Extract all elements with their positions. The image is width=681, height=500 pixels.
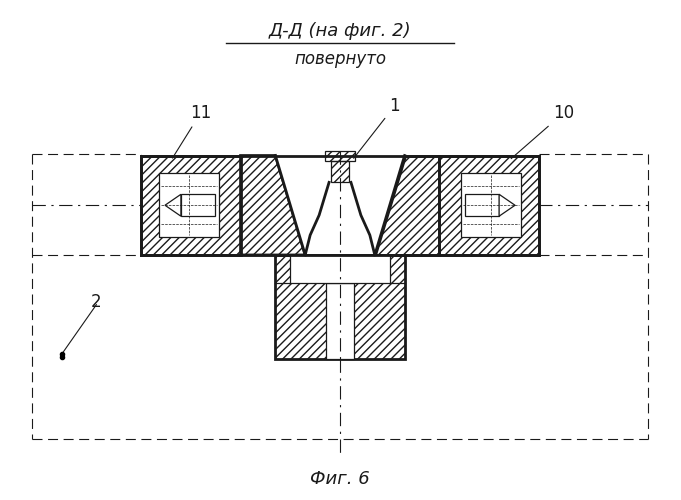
Bar [181, 194, 215, 216]
Bar [461, 174, 521, 237]
Polygon shape [165, 194, 181, 216]
Bar [465, 194, 499, 216]
Polygon shape [499, 194, 515, 216]
Bar [439, 156, 539, 255]
Bar [141, 156, 240, 255]
Bar [331, 160, 349, 182]
Bar [275, 255, 405, 360]
Text: повернуто: повернуто [294, 50, 386, 68]
Bar [325, 150, 355, 160]
Bar [290, 255, 390, 283]
Text: 10: 10 [511, 104, 574, 158]
Text: 1: 1 [353, 97, 400, 158]
Polygon shape [275, 156, 405, 255]
Text: Д-Д (на фиг. 2): Д-Д (на фиг. 2) [269, 22, 411, 40]
Text: 2: 2 [91, 292, 101, 310]
Text: Фиг. 6: Фиг. 6 [310, 470, 370, 488]
Bar [326, 283, 354, 360]
Text: 11: 11 [172, 104, 211, 158]
Bar [159, 174, 219, 237]
Bar [141, 156, 539, 255]
